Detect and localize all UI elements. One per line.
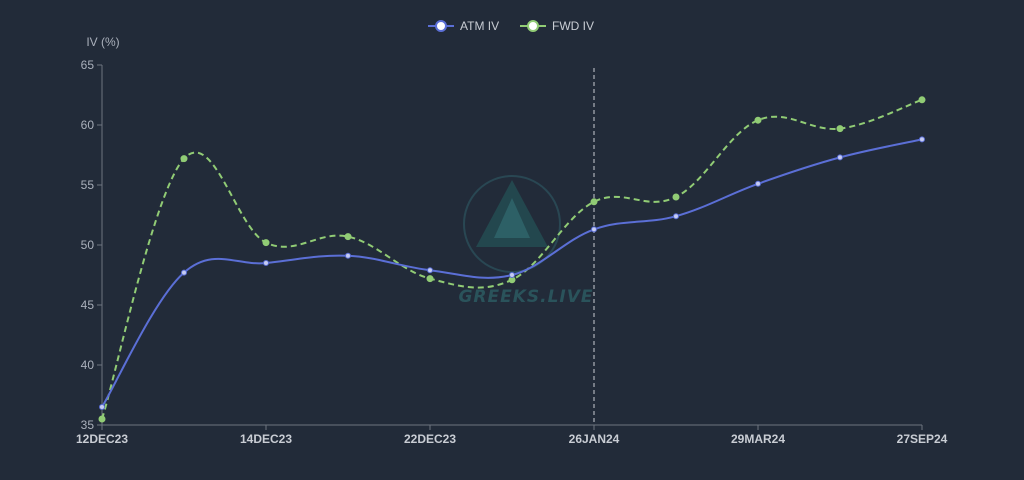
- data-point-atm-iv[interactable]: [837, 154, 843, 161]
- data-point-fwd-iv[interactable]: [836, 125, 844, 133]
- x-tick-label: 22DEC23: [404, 432, 456, 446]
- x-tick-label: 27SEP24: [897, 432, 948, 446]
- series-line-fwd-iv: [101, 98, 923, 420]
- y-tick-label: 45: [81, 298, 95, 312]
- legend-item-atm-iv[interactable]: ATM IV: [428, 19, 499, 33]
- series-line-atm-iv: [101, 138, 923, 408]
- y-tick-label: 60: [81, 118, 95, 132]
- series-atm-iv: [99, 136, 925, 410]
- axes: 35 40 45 50 55 60 65 12DEC23 14DEC23 22DEC23 26JAN…: [76, 58, 948, 446]
- data-point-atm-iv[interactable]: [673, 213, 679, 220]
- data-point-atm-iv[interactable]: [99, 404, 105, 410]
- legend-swatch-marker: [435, 20, 447, 32]
- data-point-fwd-iv[interactable]: [918, 96, 926, 104]
- legend[interactable]: ATM IV FWD IV: [428, 19, 594, 33]
- watermark-triangle-inner: [494, 198, 530, 238]
- series-fwd-iv: [98, 96, 926, 423]
- legend-label: ATM IV: [460, 19, 499, 33]
- data-point-fwd-iv[interactable]: [344, 233, 352, 241]
- data-point-atm-iv[interactable]: [181, 269, 187, 276]
- data-point-fwd-iv[interactable]: [754, 116, 762, 124]
- x-tick-label: 26JAN24: [569, 432, 620, 446]
- y-tick-label: 65: [81, 58, 95, 72]
- y-tick-label: 50: [81, 238, 95, 252]
- data-point-fwd-iv[interactable]: [672, 193, 680, 201]
- watermark-text: GREEKS.LIVE: [458, 287, 593, 307]
- data-point-fwd-iv[interactable]: [262, 239, 270, 247]
- legend-label: FWD IV: [552, 19, 594, 33]
- data-point-fwd-iv[interactable]: [98, 415, 106, 423]
- data-point-fwd-iv[interactable]: [426, 275, 434, 283]
- y-tick-label: 35: [81, 418, 95, 432]
- legend-swatch-marker: [527, 20, 539, 32]
- watermark: GREEKS.LIVE: [458, 175, 593, 307]
- x-tick-label: 29MAR24: [731, 432, 785, 446]
- data-point-atm-iv[interactable]: [345, 252, 351, 259]
- series-layer: [98, 96, 926, 423]
- y-tick-label: 40: [81, 358, 95, 372]
- y-axis-title: IV (%): [86, 35, 119, 49]
- legend-item-fwd-iv[interactable]: FWD IV: [520, 19, 594, 33]
- y-tick-label: 55: [81, 178, 95, 192]
- data-point-atm-iv[interactable]: [263, 260, 269, 266]
- x-tick-label: 14DEC23: [240, 432, 292, 446]
- data-point-atm-iv[interactable]: [919, 136, 925, 143]
- data-point-atm-iv[interactable]: [427, 267, 433, 274]
- data-point-fwd-iv[interactable]: [590, 198, 598, 206]
- data-point-atm-iv[interactable]: [591, 226, 597, 233]
- x-tick-label: 12DEC23: [76, 432, 128, 446]
- data-point-atm-iv[interactable]: [509, 272, 515, 278]
- data-point-atm-iv[interactable]: [755, 180, 761, 187]
- data-point-fwd-iv[interactable]: [180, 155, 188, 163]
